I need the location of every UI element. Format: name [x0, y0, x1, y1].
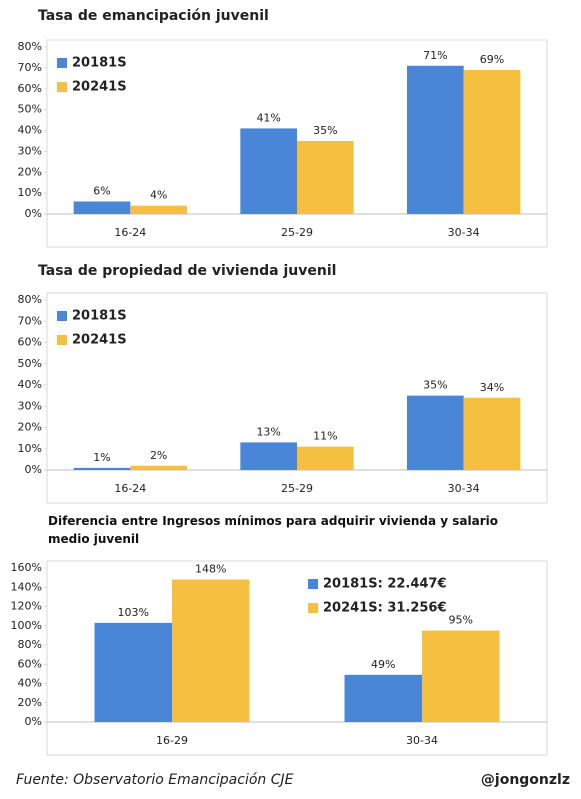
- legend-swatch: [57, 58, 67, 68]
- bar: [463, 397, 521, 470]
- y-tick-label: 0%: [25, 207, 42, 220]
- legend-swatch: [308, 603, 318, 613]
- bar: [463, 69, 521, 215]
- bar: [73, 201, 131, 214]
- y-tick-label: 50%: [18, 103, 42, 116]
- y-tick-label: 60%: [18, 336, 42, 349]
- bar: [407, 395, 464, 470]
- value-label: 4%: [150, 189, 167, 202]
- chart-title: Tasa de propiedad de vivienda juvenil: [38, 263, 336, 279]
- handle: @jongonzlz: [481, 772, 570, 788]
- value-label: 103%: [118, 606, 149, 619]
- value-label: 95%: [449, 614, 473, 627]
- y-tick-label: 40%: [18, 378, 42, 391]
- legend-label: 20181S: 22.447€: [323, 577, 447, 592]
- bar: [172, 579, 250, 722]
- y-tick-label: 100%: [11, 619, 42, 632]
- chart-title: Diferencia entre Ingresos mínimos para a…: [48, 514, 498, 546]
- y-tick-label: 10%: [18, 186, 42, 199]
- bar: [130, 205, 187, 214]
- legend-swatch: [57, 82, 67, 92]
- y-tick-label: 40%: [18, 124, 42, 137]
- bar: [422, 630, 500, 722]
- value-label: 2%: [150, 449, 167, 462]
- bar: [240, 442, 297, 470]
- y-tick-label: 70%: [18, 61, 42, 74]
- y-tick-label: 20%: [18, 421, 42, 434]
- value-label: 11%: [313, 430, 337, 443]
- value-label: 71%: [423, 49, 447, 62]
- y-tick-label: 20%: [18, 165, 42, 178]
- y-tick-label: 60%: [18, 657, 42, 670]
- y-tick-label: 160%: [11, 561, 42, 574]
- plot-frame: [46, 560, 548, 756]
- value-label: 69%: [480, 53, 504, 66]
- bar: [240, 128, 297, 214]
- y-tick-label: 120%: [11, 600, 42, 613]
- legend-swatch: [57, 335, 67, 345]
- bar: [407, 65, 464, 214]
- x-tick-label: 30-34: [406, 734, 438, 747]
- y-tick-label: 80%: [18, 293, 42, 306]
- y-tick-label: 140%: [11, 580, 42, 593]
- y-tick-label: 20%: [18, 696, 42, 709]
- y-tick-label: 0%: [25, 463, 42, 476]
- value-label: 34%: [480, 381, 504, 394]
- source: Fuente: Observatorio Emancipación CJE: [16, 772, 294, 788]
- legend-label: 20241S: [72, 80, 127, 95]
- value-label: 35%: [313, 124, 337, 137]
- x-tick-label: 25-29: [281, 482, 313, 495]
- x-tick-label: 16-24: [114, 226, 146, 239]
- value-label: 6%: [93, 184, 110, 197]
- bar: [130, 465, 187, 470]
- y-tick-label: 30%: [18, 144, 42, 157]
- y-tick-label: 80%: [18, 638, 42, 651]
- y-tick-label: 70%: [18, 314, 42, 327]
- x-tick-label: 30-34: [448, 226, 480, 239]
- y-tick-label: 0%: [25, 715, 42, 728]
- legend-label: 20241S: [72, 333, 127, 348]
- y-tick-label: 60%: [18, 82, 42, 95]
- y-tick-label: 10%: [18, 442, 42, 455]
- value-label: 35%: [423, 379, 447, 392]
- plot-frame: [46, 292, 548, 504]
- bar: [297, 446, 354, 470]
- legend-label: 20181S: [72, 309, 127, 324]
- y-tick-label: 30%: [18, 399, 42, 412]
- value-label: 13%: [256, 425, 280, 438]
- bar: [94, 622, 172, 722]
- value-label: 41%: [256, 111, 280, 124]
- x-tick-label: 30-34: [448, 482, 480, 495]
- value-label: 148%: [195, 563, 226, 576]
- value-label: 49%: [371, 658, 395, 671]
- bar: [344, 674, 422, 722]
- y-tick-label: 40%: [18, 677, 42, 690]
- value-label: 1%: [93, 451, 110, 464]
- plot-frame: [46, 39, 548, 248]
- legend-swatch: [57, 311, 67, 321]
- x-tick-label: 25-29: [281, 226, 313, 239]
- x-tick-label: 16-24: [114, 482, 146, 495]
- legend-swatch: [308, 579, 318, 589]
- y-tick-label: 80%: [18, 40, 42, 53]
- x-tick-label: 16-29: [156, 734, 188, 747]
- legend-label: 20241S: 31.256€: [323, 601, 447, 616]
- chart-title: Tasa de emancipación juvenil: [38, 8, 269, 24]
- bar: [73, 467, 131, 470]
- y-tick-label: 50%: [18, 357, 42, 370]
- bar: [297, 140, 354, 214]
- legend-label: 20181S: [72, 56, 127, 71]
